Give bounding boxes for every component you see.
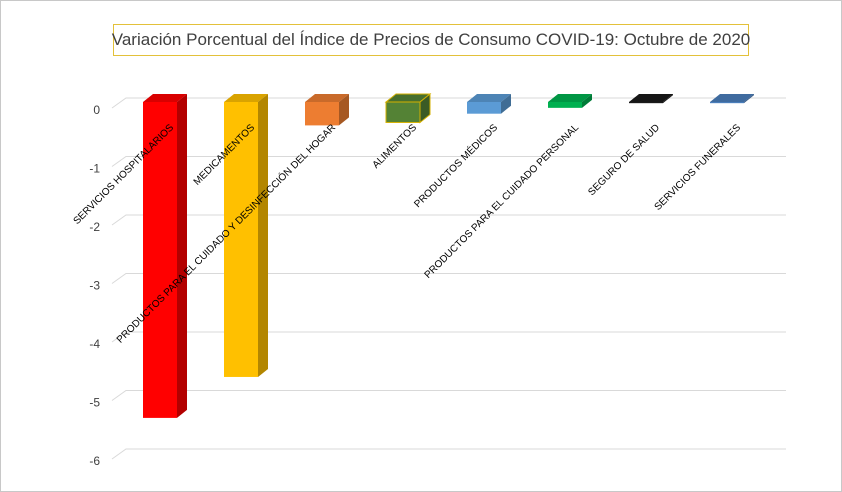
bar-front	[385, 101, 421, 123]
bar	[384, 92, 432, 124]
gridline	[111, 214, 786, 226]
category-label: PRODUCTOS PARA EL CUIDADO PERSONAL	[423, 122, 582, 281]
gridline	[111, 390, 786, 401]
bar-top	[305, 94, 349, 102]
bar-side	[663, 94, 673, 104]
y-tick-label: -3	[89, 279, 100, 293]
category-label: SEGURO DE SALUD	[586, 122, 662, 198]
bar-top	[467, 94, 511, 102]
bar-front	[224, 102, 258, 377]
gridline	[111, 97, 786, 109]
bar-side	[258, 94, 268, 377]
bars	[143, 92, 754, 418]
bar	[224, 94, 268, 377]
bar-front	[143, 102, 177, 418]
bar-side	[744, 94, 754, 104]
bar	[467, 94, 511, 114]
gridline	[111, 156, 786, 167]
category-label: PRODUCTOS MÉDICOS	[411, 121, 500, 210]
bar-side	[177, 94, 187, 418]
bar	[305, 94, 349, 126]
y-tick-label: -6	[89, 454, 100, 468]
y-tick-label: -5	[89, 396, 100, 410]
bar-side	[582, 94, 592, 108]
bar-top	[224, 94, 268, 102]
bar-side	[339, 94, 349, 126]
y-tick-label: 0	[93, 103, 100, 117]
bar-top	[710, 94, 754, 102]
bar	[710, 94, 754, 104]
bar-front	[305, 102, 339, 126]
bar	[143, 94, 187, 418]
bar	[548, 94, 592, 108]
bar-side	[501, 94, 511, 114]
y-tick-label: -1	[89, 162, 100, 176]
y-tick-label: -2	[89, 220, 100, 234]
bar-front	[467, 102, 501, 114]
gridlines	[111, 97, 786, 460]
chart-title-text: Variación Porcentual del Índice de Preci…	[111, 30, 751, 49]
category-label: ALIMENTOS	[371, 122, 420, 171]
bar-side	[419, 92, 431, 124]
bar-front	[548, 102, 582, 108]
gridline	[111, 448, 786, 460]
category-label: SERVICIOS FUNERALES	[653, 122, 744, 213]
bar-top	[548, 94, 592, 102]
bar-top	[629, 94, 673, 102]
bar	[629, 94, 673, 104]
chart-title: Variación Porcentual del Índice de Preci…	[111, 24, 751, 56]
bar-front	[710, 102, 744, 104]
bar-top	[143, 94, 187, 102]
gridline	[111, 273, 786, 284]
y-tick-label: -4	[89, 337, 100, 351]
y-axis-ticks: 0 -1 -2 -3 -4 -5 -6	[89, 103, 100, 468]
gridline	[111, 331, 786, 343]
bar-front	[629, 102, 663, 104]
